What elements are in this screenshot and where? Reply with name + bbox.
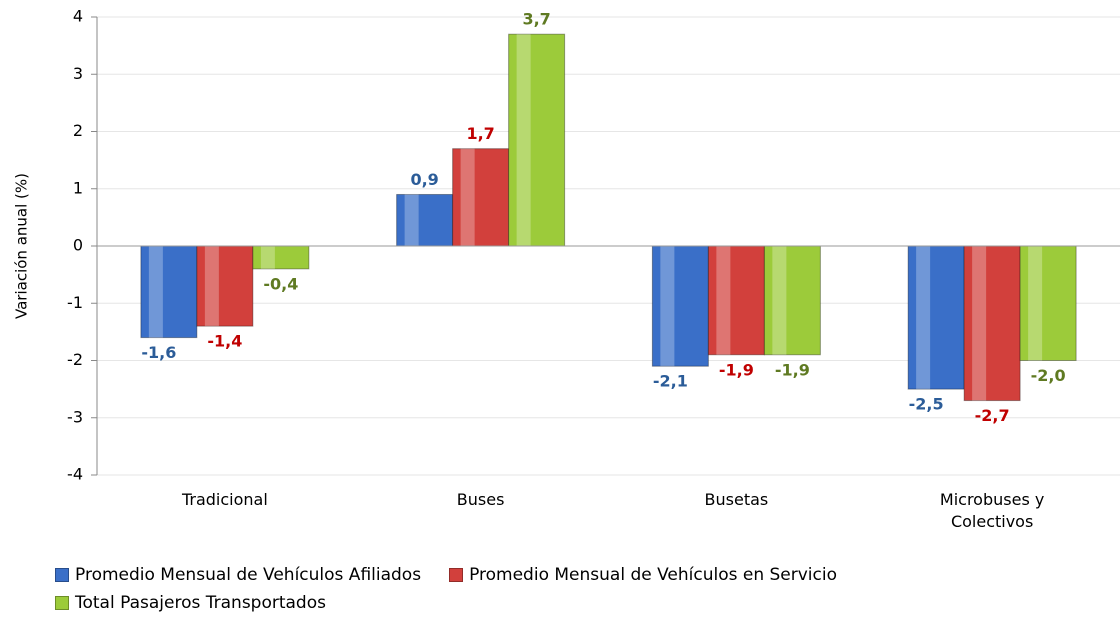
legend-label: Total Pasajeros Transportados — [75, 593, 326, 613]
data-label: -1,6 — [141, 343, 176, 362]
legend-label: Promedio Mensual de Vehículos en Servici… — [469, 565, 838, 585]
legend-item: Promedio Mensual de Vehículos Afiliados — [55, 565, 421, 585]
legend-swatch — [449, 568, 464, 582]
bar — [396, 193, 454, 247]
data-label: -1,4 — [207, 332, 242, 351]
data-label: -1,9 — [719, 360, 754, 379]
bar — [651, 245, 709, 367]
x-tick-label: Microbuses y Colectivos — [939, 490, 1045, 531]
x-tick-label: Tradicional — [181, 490, 268, 509]
data-label: 0,9 — [410, 170, 438, 189]
data-label: 3,7 — [522, 10, 550, 29]
bar — [707, 245, 765, 356]
bar-highlight — [972, 246, 987, 401]
y-axis-label: Variación anual (%) — [13, 173, 31, 319]
bar — [508, 33, 566, 247]
y-tick-label: 0 — [73, 236, 83, 255]
data-label: -1,9 — [775, 360, 810, 379]
y-tick-label: -4 — [67, 465, 83, 484]
y-tick-label: 2 — [73, 121, 83, 140]
legend-item: Total Pasajeros Transportados — [55, 593, 326, 613]
y-tick-label: 1 — [73, 178, 83, 197]
bar-highlight — [1028, 246, 1043, 361]
bar-highlight — [460, 148, 475, 246]
bar-highlight — [404, 194, 419, 246]
bar — [1019, 245, 1077, 361]
bar-highlight — [716, 246, 731, 355]
data-label: -2,1 — [653, 372, 688, 391]
y-tick-label: -3 — [67, 407, 83, 426]
legend-swatch — [55, 568, 69, 582]
legend-swatch — [55, 596, 69, 610]
bar-highlight — [772, 246, 787, 355]
y-tick-label: -1 — [67, 293, 83, 312]
x-tick-label: Buses — [456, 490, 505, 509]
data-label: -0,4 — [263, 274, 298, 293]
y-tick-label: -2 — [67, 350, 83, 369]
bar — [196, 245, 254, 327]
data-label: 1,7 — [466, 124, 494, 143]
legend: Promedio Mensual de Vehículos Afiliados P… — [55, 565, 1120, 613]
x-tick-label: Busetas — [704, 490, 769, 509]
data-label: -2,5 — [909, 395, 944, 414]
data-label: -2,7 — [975, 406, 1010, 425]
legend-item: Promedio Mensual de Vehículos en Servici… — [449, 565, 837, 585]
y-tick-label: 4 — [73, 7, 83, 26]
bar-highlight — [148, 246, 163, 338]
y-tick-label: 3 — [73, 64, 83, 83]
chart: Variación anual (%) -4 -3 -2 -1 0 1 2 3 4 -1,6 -1,… — [13, 7, 1120, 484]
bar-highlight — [260, 246, 275, 269]
bar-highlight — [516, 34, 531, 246]
legend-label: Promedio Mensual de Vehículos Afiliados — [75, 565, 422, 585]
bar — [963, 245, 1021, 402]
bar — [452, 148, 510, 247]
data-label: -2,0 — [1031, 366, 1066, 385]
bar-highlight — [660, 246, 675, 367]
bar-highlight — [916, 246, 931, 390]
bar-highlight — [204, 246, 219, 327]
